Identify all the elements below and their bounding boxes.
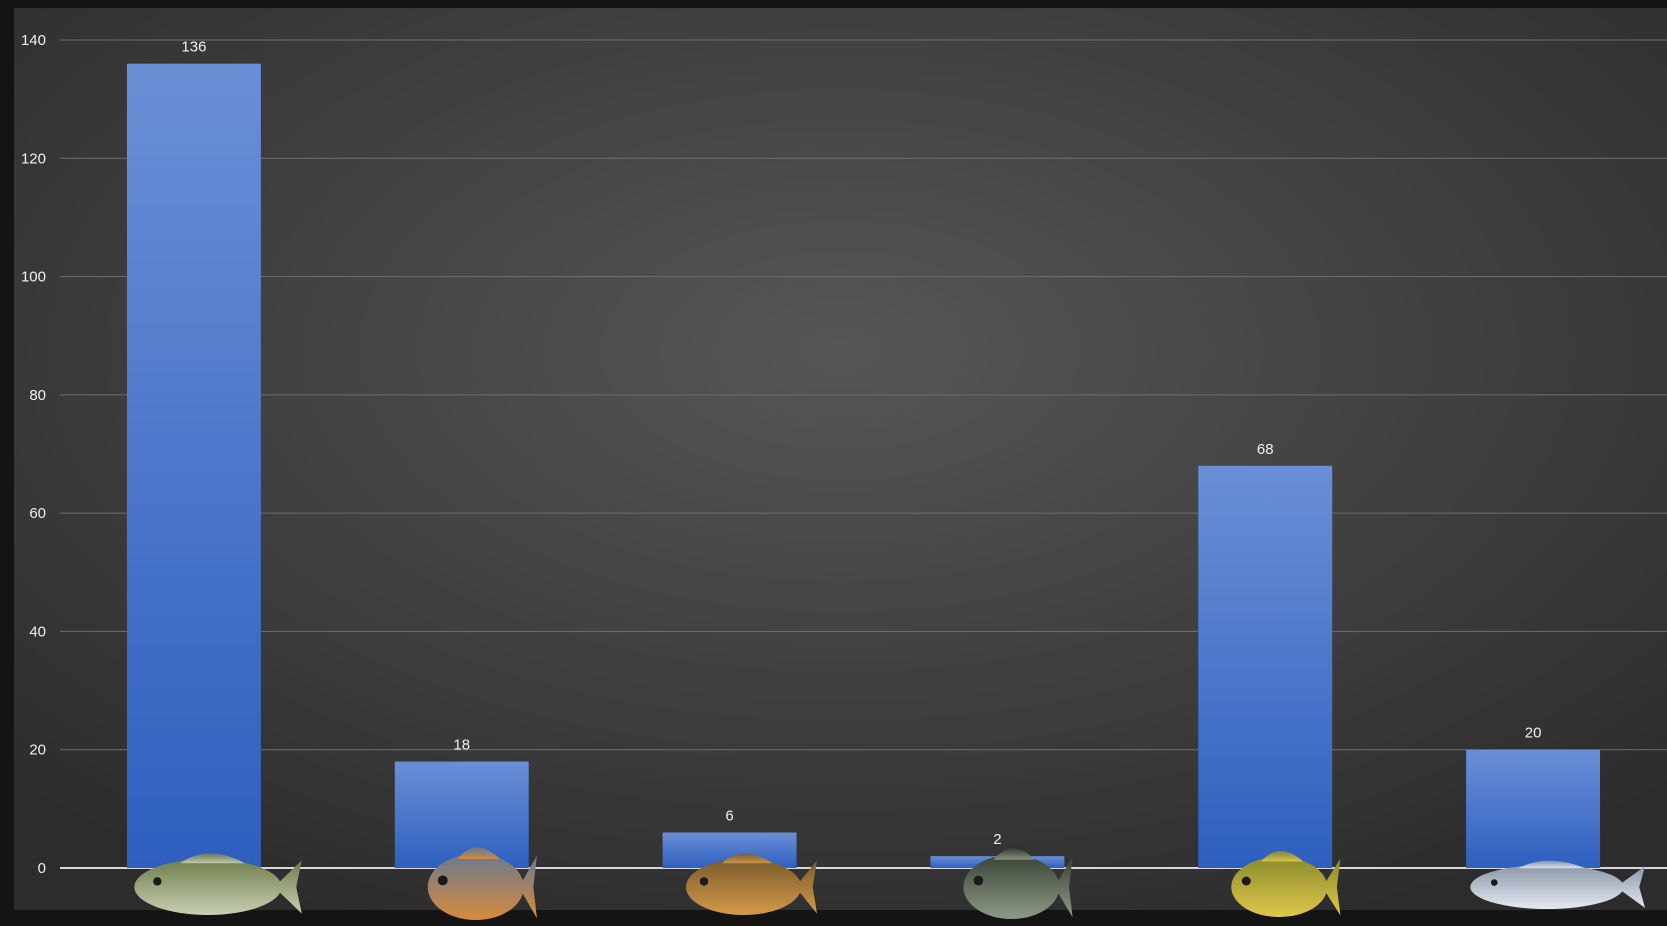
gridlines bbox=[60, 39, 1667, 869]
bluegill-icon bbox=[427, 847, 537, 920]
y-tick-label: 80 bbox=[29, 387, 46, 404]
data-label: 68 bbox=[1257, 441, 1274, 458]
bar bbox=[394, 761, 529, 868]
y-tick-label: 0 bbox=[38, 860, 46, 877]
bars bbox=[126, 63, 1601, 868]
y-tick-label: 140 bbox=[21, 32, 46, 49]
striped-bass-icon bbox=[1470, 860, 1646, 909]
green-sunfish-icon bbox=[963, 848, 1073, 919]
data-label: 18 bbox=[453, 737, 470, 754]
data-label: 2 bbox=[993, 831, 1001, 848]
data-label: 6 bbox=[725, 808, 733, 825]
category-icons bbox=[134, 847, 1646, 920]
y-axis: 0 20 40 60 80 100 120 140 bbox=[21, 32, 46, 877]
bar bbox=[126, 63, 261, 868]
data-labels: 136 18 6 2 68 20 bbox=[181, 39, 1541, 849]
plot-background bbox=[14, 8, 1667, 910]
y-tick-label: 20 bbox=[29, 742, 46, 759]
largemouth-bass-icon bbox=[134, 853, 302, 915]
bar bbox=[1466, 749, 1601, 868]
y-tick-label: 120 bbox=[21, 150, 46, 167]
y-tick-label: 100 bbox=[21, 269, 46, 286]
y-tick-label: 40 bbox=[29, 623, 46, 640]
bar bbox=[1198, 465, 1333, 868]
y-tick-label: 60 bbox=[29, 505, 46, 522]
data-label: 20 bbox=[1525, 725, 1542, 742]
crappie-icon bbox=[1231, 851, 1341, 917]
pumpkinseed-icon bbox=[685, 853, 818, 915]
data-label: 136 bbox=[181, 39, 206, 56]
